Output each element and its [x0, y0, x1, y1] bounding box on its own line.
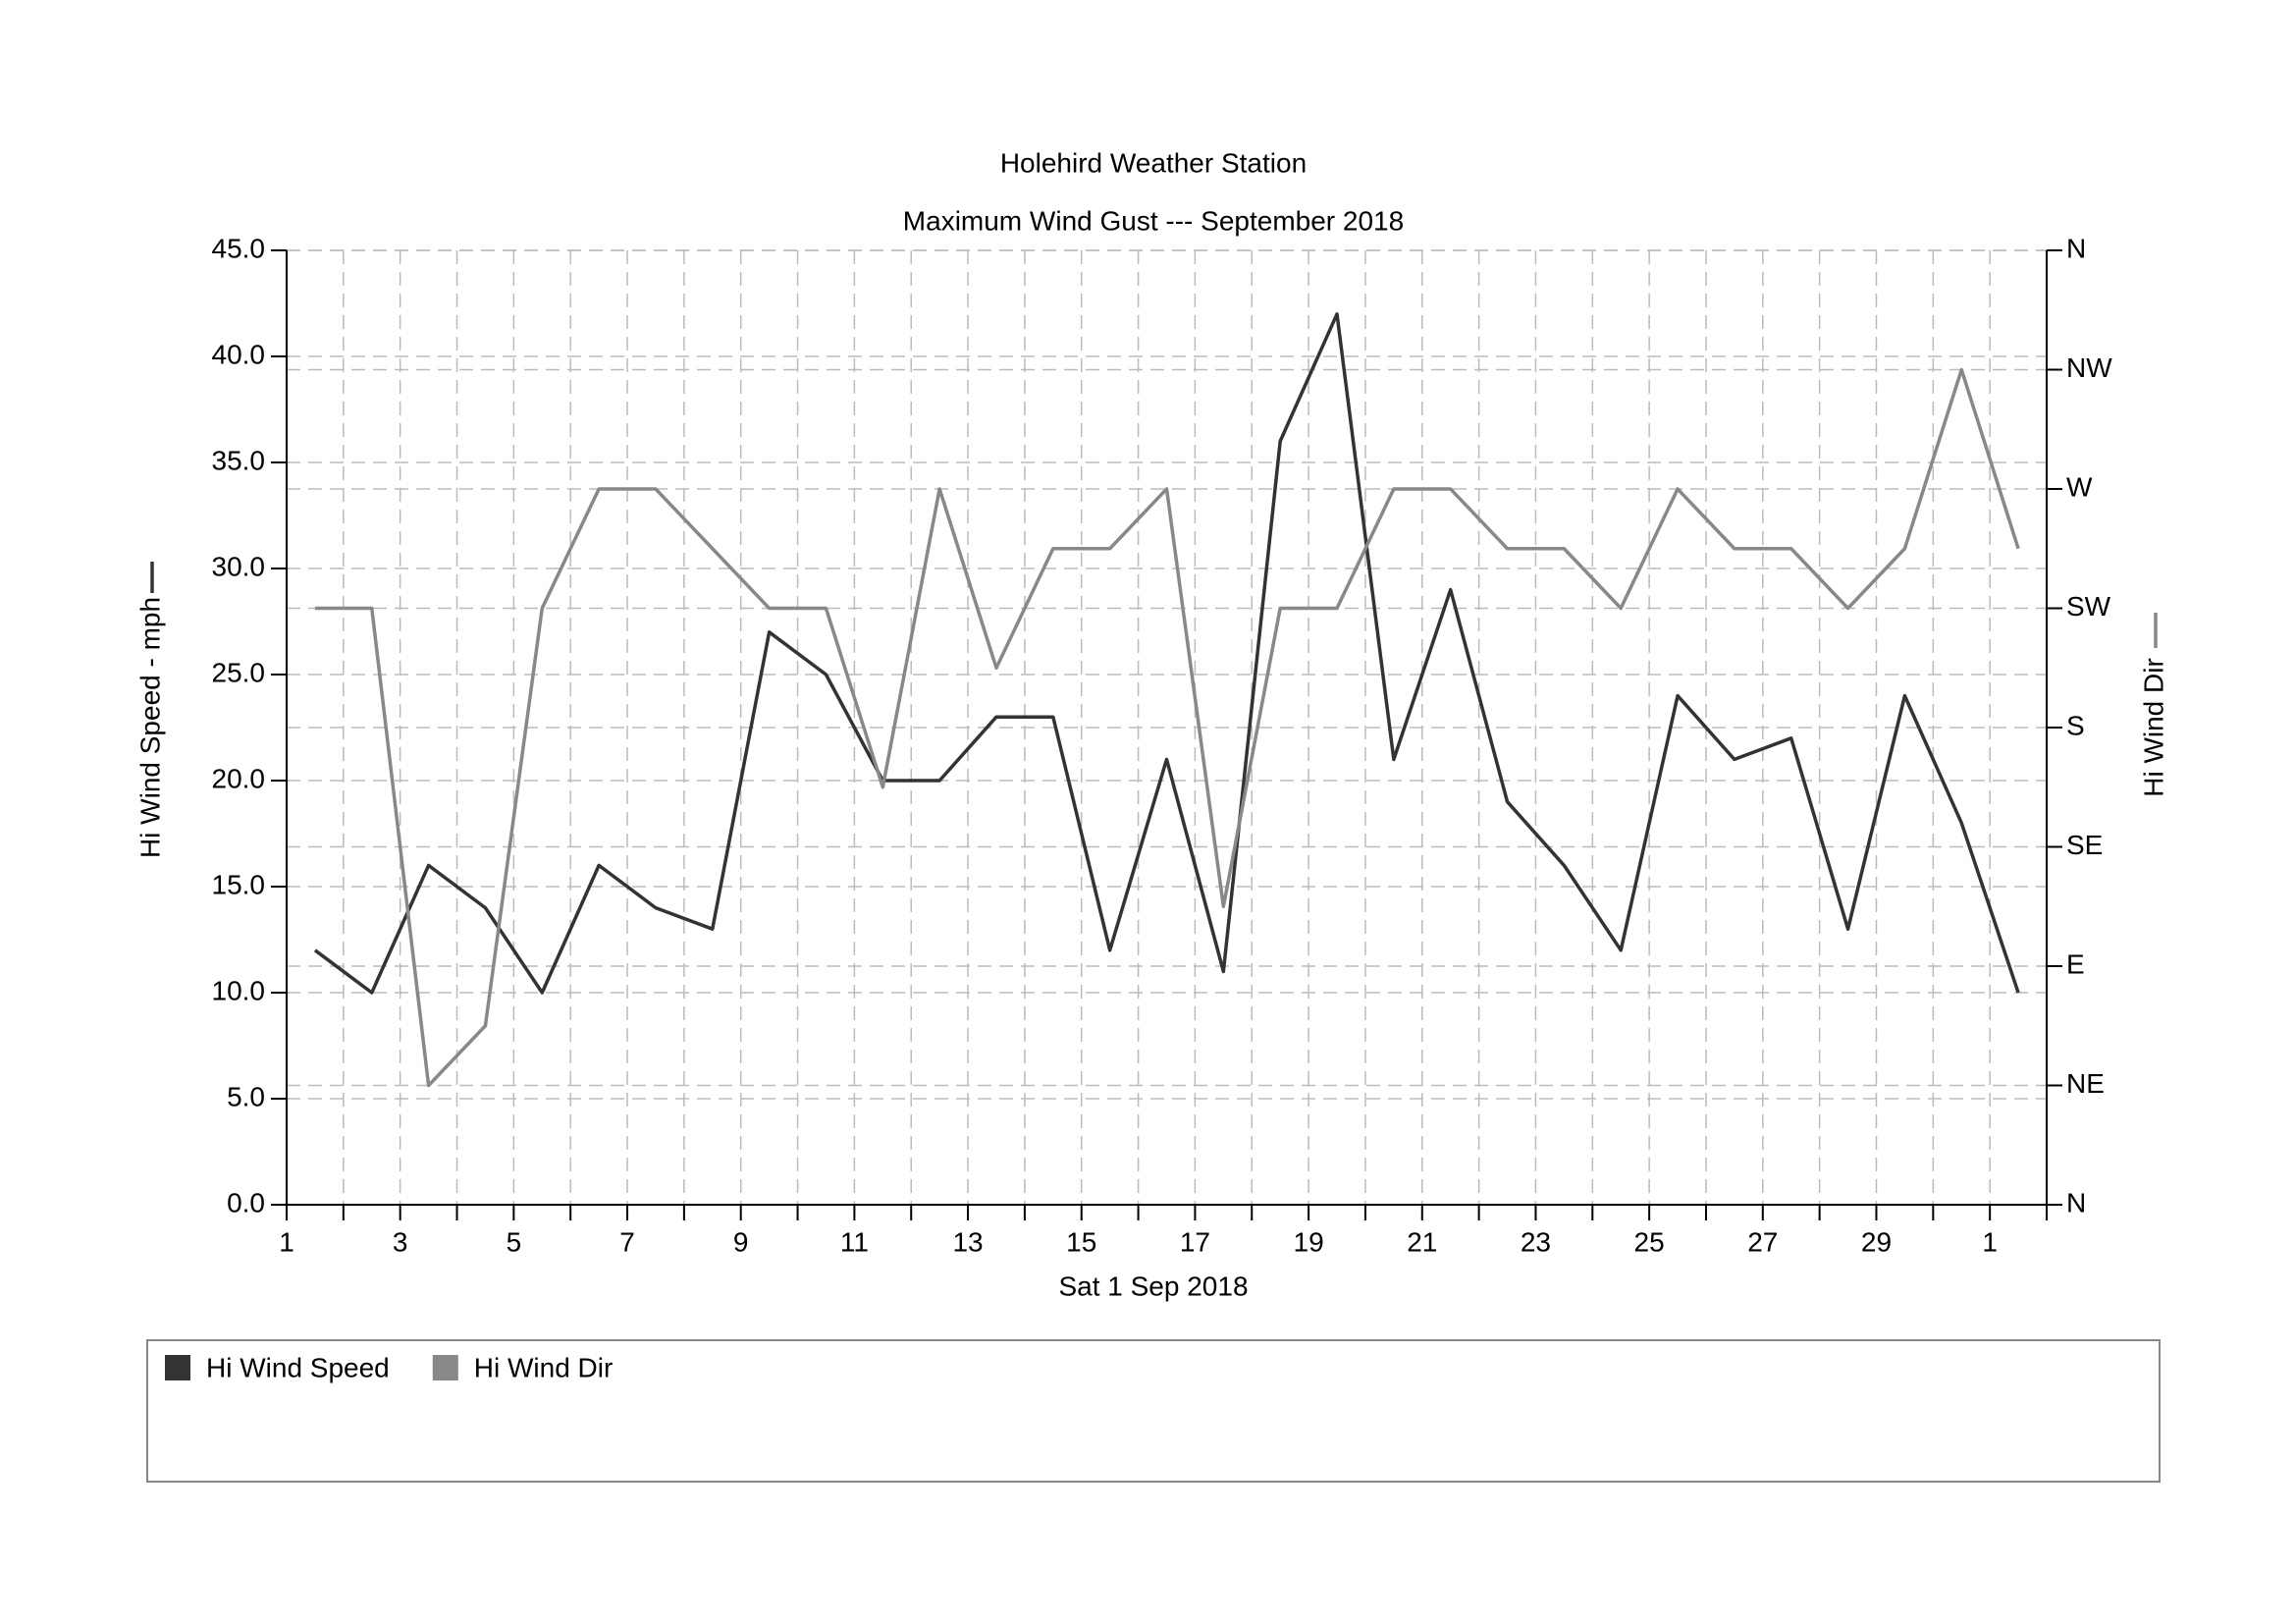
legend-swatch — [432, 1355, 458, 1380]
x-tick-label: 23 — [1521, 1226, 1551, 1257]
y2-tick-label: SE — [2066, 830, 2103, 860]
x-axis-title: Sat 1 Sep 2018 — [1058, 1271, 1248, 1301]
y-tick-label: 25.0 — [212, 657, 266, 687]
y-tick-label: 40.0 — [212, 339, 266, 369]
series-line — [313, 312, 2020, 995]
y-tick-label: 45.0 — [212, 233, 266, 263]
y2-tick-label: W — [2066, 471, 2093, 502]
y-tick-label: 15.0 — [212, 869, 266, 899]
y-tick-label: 20.0 — [212, 763, 266, 793]
y-tick-label: 5.0 — [227, 1081, 265, 1111]
y-tick-label: 10.0 — [212, 975, 266, 1005]
y2-axis-title: Hi Wind Dir — [2138, 658, 2168, 797]
legend-box — [146, 1339, 2161, 1483]
x-tick-label: 1 — [1982, 1226, 1998, 1257]
x-tick-label: 3 — [393, 1226, 408, 1257]
x-tick-label: 11 — [840, 1226, 869, 1257]
x-tick-label: 9 — [733, 1226, 749, 1257]
y2-tick-label: SW — [2066, 591, 2111, 622]
x-tick-label: 7 — [619, 1226, 635, 1257]
y2-tick-label: N — [2066, 233, 2086, 263]
y-tick-label: 35.0 — [212, 445, 266, 475]
chart-subtitle: Maximum Wind Gust --- September 2018 — [903, 205, 1404, 236]
legend-swatch — [165, 1355, 190, 1380]
x-tick-label: 15 — [1066, 1226, 1096, 1257]
y-tick-label: 30.0 — [212, 551, 266, 581]
x-tick-label: 17 — [1180, 1226, 1210, 1257]
y2-tick-label: S — [2066, 710, 2085, 740]
x-tick-label: 25 — [1634, 1226, 1665, 1257]
x-tick-label: 13 — [952, 1226, 983, 1257]
x-tick-label: 27 — [1747, 1226, 1778, 1257]
legend-label: Hi Wind Speed — [206, 1352, 390, 1382]
y-tick-label: 0.0 — [227, 1187, 265, 1217]
x-tick-label: 19 — [1294, 1226, 1324, 1257]
legend-label: Hi Wind Dir — [474, 1352, 614, 1382]
x-tick-label: 29 — [1861, 1226, 1892, 1257]
chart-title: Holehird Weather Station — [1000, 147, 1307, 178]
y2-tick-label: NE — [2066, 1068, 2105, 1099]
x-tick-label: 21 — [1407, 1226, 1437, 1257]
y2-tick-label: NW — [2066, 352, 2112, 383]
y-axis-title: Hi Wind Speed - mph — [134, 597, 165, 858]
x-tick-label: 5 — [507, 1226, 522, 1257]
series-line — [314, 367, 2020, 1088]
x-tick-label: 1 — [279, 1226, 294, 1257]
y2-tick-label: N — [2066, 1187, 2086, 1217]
y2-tick-label: E — [2066, 948, 2085, 979]
